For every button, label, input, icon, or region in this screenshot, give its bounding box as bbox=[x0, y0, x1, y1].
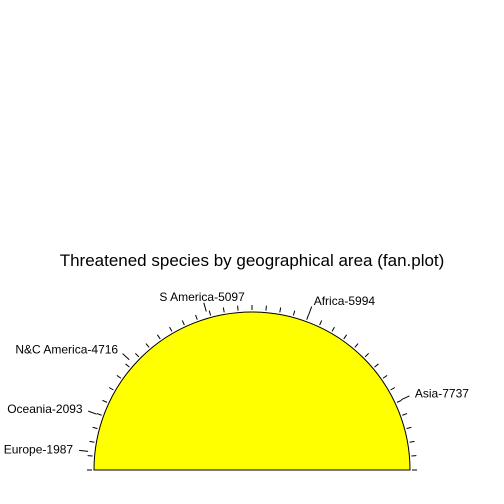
tick-mark bbox=[406, 426, 412, 430]
tick-mark bbox=[125, 363, 130, 368]
tick-mark bbox=[108, 387, 114, 391]
label-europe: Europe-1987 bbox=[4, 443, 74, 457]
label-leader-asia bbox=[401, 395, 410, 401]
tick-mark bbox=[102, 399, 108, 403]
label-leader-oceania bbox=[88, 410, 97, 415]
label-leader-europe bbox=[79, 449, 89, 452]
tick-mark bbox=[96, 413, 102, 416]
tick-mark bbox=[279, 307, 282, 313]
fan-sector-asia bbox=[93, 311, 411, 471]
tick-mark bbox=[169, 326, 173, 332]
tick-mark bbox=[343, 334, 348, 340]
tick-mark bbox=[222, 307, 225, 313]
tick-mark bbox=[292, 310, 296, 316]
tick-mark bbox=[92, 426, 98, 430]
tick-mark bbox=[156, 334, 161, 340]
label-leader-n-c-america bbox=[122, 353, 130, 361]
tick-mark bbox=[402, 413, 408, 416]
tick-mark bbox=[195, 314, 198, 320]
label-leader-s-america bbox=[203, 302, 207, 312]
label-leader-africa bbox=[308, 306, 313, 316]
label-s-america: S America-5097 bbox=[159, 290, 245, 304]
tick-mark bbox=[354, 343, 359, 348]
tick-mark bbox=[145, 343, 150, 348]
tick-mark bbox=[396, 399, 402, 403]
tick-mark bbox=[89, 440, 95, 443]
tick-mark bbox=[208, 310, 212, 316]
tick-mark bbox=[331, 326, 335, 332]
label-oceania: Oceania-2093 bbox=[7, 402, 83, 416]
fan-sectors bbox=[93, 311, 411, 471]
tick-mark bbox=[134, 352, 140, 358]
label-africa: Africa-5994 bbox=[314, 294, 376, 308]
label-n-c-america: N&C America-4716 bbox=[15, 343, 118, 357]
label-asia: Asia-7737 bbox=[415, 386, 469, 400]
tick-mark bbox=[306, 314, 309, 320]
tick-mark bbox=[319, 320, 323, 326]
tick-mark bbox=[116, 374, 122, 379]
tick-mark bbox=[374, 363, 379, 368]
tick-marks bbox=[87, 305, 417, 471]
tick-mark bbox=[390, 387, 396, 391]
segment-labels: Asia-7737 Africa-5994 S America-5097 N&C Am… bbox=[4, 290, 470, 457]
tick-mark bbox=[364, 352, 370, 358]
chart-title: Threatened species by geographical area … bbox=[60, 251, 445, 270]
tick-mark bbox=[409, 440, 415, 443]
tick-mark bbox=[181, 320, 185, 326]
tick-mark bbox=[382, 374, 388, 379]
